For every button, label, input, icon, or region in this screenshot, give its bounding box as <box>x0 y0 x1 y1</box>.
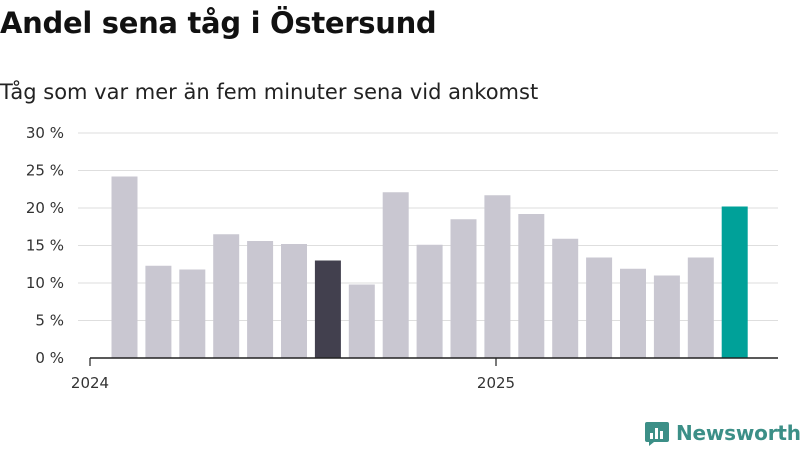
y-tick-label: 30 % <box>26 124 64 142</box>
y-tick-label: 0 % <box>35 349 64 367</box>
chart-title: Andel sena tåg i Östersund <box>0 6 437 40</box>
bar-2024-09 <box>382 192 409 358</box>
x-tick-label: 2024 <box>71 374 109 392</box>
x-axis: 2024 2025 <box>71 357 778 392</box>
bar-2024-07 <box>314 260 341 358</box>
bar-2025-07 <box>721 206 748 358</box>
bar-chart-badge-icon <box>645 422 669 446</box>
bar-2025-02 <box>552 238 579 358</box>
y-axis-tick-labels: 0 % 5 % 10 % 15 % 20 % 25 % 30 % <box>26 124 64 367</box>
bar-2024-06 <box>281 244 307 358</box>
bar-2024-05 <box>247 241 274 358</box>
bar-2024-11 <box>450 219 477 358</box>
newsworthy-logo: Newsworthy <box>644 420 800 446</box>
bar-2025-01 <box>518 214 545 358</box>
chart-subtitle: Tåg som var mer än fem minuter sena vid … <box>0 80 539 104</box>
y-tick-label: 25 % <box>26 162 64 180</box>
bars <box>111 176 748 358</box>
bar-2025-06 <box>687 257 714 358</box>
bar-2024-08 <box>348 284 375 358</box>
logo-text: Newsworthy <box>676 421 800 445</box>
bar-2024-10 <box>416 244 443 358</box>
y-tick-label: 15 % <box>26 237 64 255</box>
y-tick-label: 20 % <box>26 199 64 217</box>
bar-2025-03 <box>586 257 613 358</box>
bar-2024-03 <box>179 269 206 358</box>
bar-2024-04 <box>213 234 240 358</box>
bar-2025-05 <box>653 275 680 358</box>
bar-2025-04 <box>620 268 646 358</box>
y-tick-label: 5 % <box>35 312 64 330</box>
x-tick-label: 2025 <box>477 374 515 392</box>
bar-2024-02 <box>145 265 172 358</box>
bar-2024-12 <box>484 195 511 358</box>
bar-2024-01 <box>111 176 138 358</box>
y-tick-label: 10 % <box>26 274 64 292</box>
